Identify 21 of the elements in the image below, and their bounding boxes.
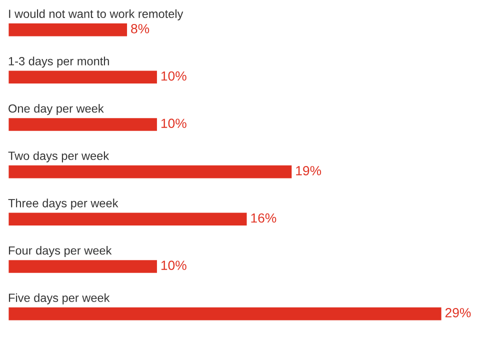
data-label: 16% [251, 213, 276, 223]
data-label: 10% [161, 71, 186, 81]
y-tick-label: 1-3 days per month [8, 56, 109, 68]
data-label: 10% [161, 118, 186, 128]
y-tick-label: I would not want to work remotely [9, 9, 184, 20]
bar [8, 164, 294, 180]
data-label: 8% [131, 24, 150, 34]
data-label: 19% [296, 166, 322, 176]
bar [8, 22, 128, 38]
data-label: 10% [161, 260, 186, 270]
bar [8, 116, 158, 132]
bar [8, 211, 248, 227]
y-tick-label: Two days per week [8, 151, 110, 162]
y-tick-label: Five days per week [8, 293, 110, 304]
y-tick-label: Four days per week [8, 246, 112, 258]
y-tick-label: One day per week [8, 104, 104, 116]
bar [8, 69, 158, 85]
bar [8, 306, 442, 322]
y-tick-label: Three days per week [8, 198, 118, 210]
bar [8, 258, 158, 274]
data-label: 29% [445, 308, 471, 318]
